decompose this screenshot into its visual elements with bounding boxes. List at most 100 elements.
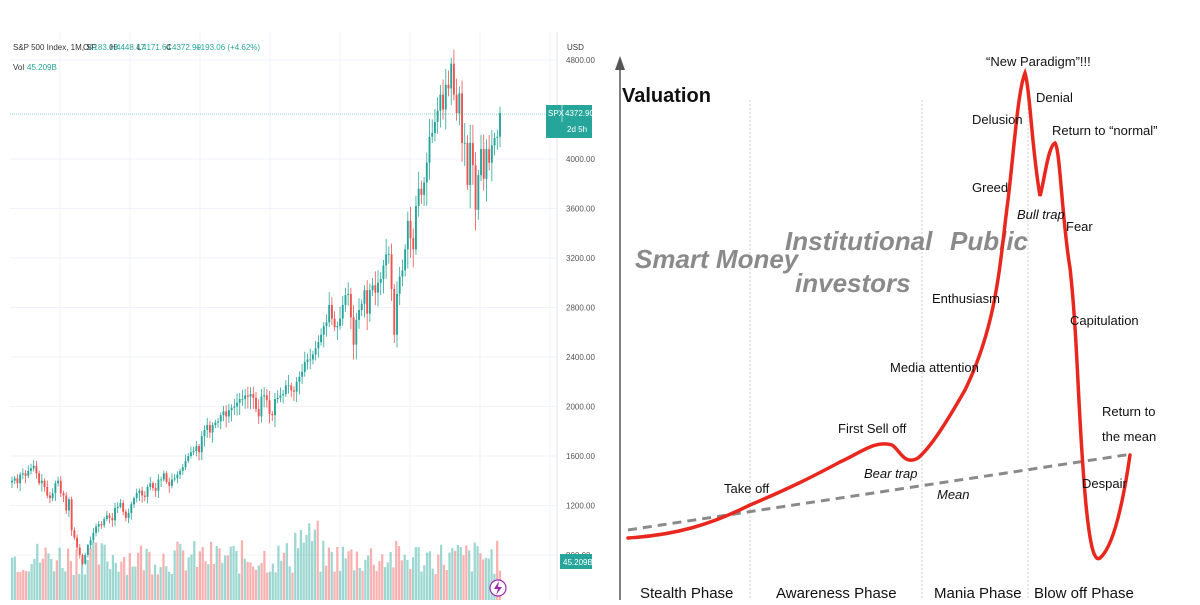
volume-bar — [131, 566, 134, 600]
volume-tag-value: 45.209B — [563, 558, 593, 567]
candle-body — [287, 385, 290, 387]
volume-bar — [487, 558, 490, 600]
volume-bar — [484, 557, 488, 600]
volume-bar — [72, 574, 75, 600]
candle-body — [67, 499, 70, 511]
volume-bar — [92, 541, 95, 600]
candle-body — [73, 530, 76, 538]
candle-body — [43, 480, 46, 487]
volume-bar — [274, 572, 277, 600]
candle-body — [127, 512, 130, 518]
volume-bar — [123, 556, 126, 600]
phase-awareness: Awareness Phase — [776, 585, 897, 600]
volume-bar — [165, 566, 168, 600]
candle-body — [499, 112, 501, 137]
lightning-icon[interactable] — [489, 579, 507, 597]
candle-body — [154, 488, 157, 491]
volume-bar — [465, 545, 468, 600]
volume-bar — [367, 555, 370, 600]
candle-body — [24, 473, 27, 476]
candle-body — [130, 504, 133, 513]
volume-bar — [268, 571, 272, 600]
candle-body — [19, 474, 22, 484]
volume-bar — [159, 567, 162, 600]
candle-body — [206, 425, 209, 431]
candle-body — [415, 206, 417, 250]
volume-bar — [257, 565, 260, 600]
volume-bar — [167, 571, 171, 600]
volume-bar — [333, 571, 336, 600]
phase-mania: Mania Phase — [934, 585, 1022, 600]
volume-bar — [403, 554, 406, 600]
candle-body — [244, 395, 247, 400]
candle-body — [135, 493, 138, 499]
candle-body — [168, 481, 171, 486]
candle-body — [54, 483, 57, 494]
candle-body — [325, 322, 328, 327]
candle-body — [13, 478, 16, 481]
ohlc-open: 4183.03 — [89, 43, 118, 52]
volume-bar — [232, 545, 235, 600]
volume-bar — [52, 571, 56, 600]
price-tick-label: 4800.00 — [566, 56, 595, 65]
candle-body — [76, 537, 79, 548]
candle-body — [358, 309, 360, 320]
candle-body — [374, 285, 377, 293]
candle-body — [293, 390, 295, 392]
candle-body — [149, 483, 152, 487]
volume-bar — [341, 546, 345, 600]
candle-body — [379, 279, 382, 283]
candle-body — [406, 220, 409, 250]
volume-label: Vol — [13, 63, 24, 72]
candle-body — [92, 532, 95, 541]
volume-bar — [224, 555, 227, 600]
volume-bar — [294, 532, 297, 600]
candle-body — [225, 411, 228, 417]
candle-body — [493, 137, 496, 146]
volume-bar — [80, 559, 84, 600]
candle-body — [431, 133, 434, 137]
candle-body — [469, 142, 472, 185]
currency-label: USD — [567, 43, 584, 52]
volume-bar — [339, 570, 342, 600]
candle-body — [160, 479, 163, 481]
volume-bar — [195, 566, 199, 600]
candle-body — [70, 499, 73, 531]
volume-bar — [117, 571, 120, 600]
volume-bar — [330, 551, 333, 600]
candle-body — [133, 498, 135, 505]
candle-body — [447, 84, 450, 89]
candle-body — [103, 519, 106, 526]
candle-body — [393, 288, 396, 335]
candle-body — [111, 517, 114, 521]
candle-body — [233, 406, 236, 408]
candle-body — [377, 282, 379, 293]
group-smart-money: Smart Money — [635, 244, 800, 274]
candle-body — [65, 495, 68, 511]
volume-bar — [190, 554, 193, 600]
volume-bar — [249, 562, 252, 600]
price-tick-label: 2400.00 — [566, 353, 595, 362]
candle-body — [32, 465, 35, 469]
candle-body — [371, 285, 374, 291]
candle-body — [420, 188, 423, 195]
candle-body — [485, 149, 488, 179]
volume-bar — [282, 552, 286, 600]
volume-bar — [38, 562, 42, 600]
candle-body — [208, 425, 211, 433]
volume-bar — [13, 556, 16, 600]
volume-bar — [406, 559, 409, 600]
candle-body — [322, 326, 325, 335]
volume-bar — [97, 564, 101, 600]
volume-bar — [347, 551, 350, 600]
candle-body — [496, 136, 499, 138]
sp500-chart: 4800.00 4000.00 3600.00 3200.00 2800.00 2400.… — [10, 32, 595, 600]
volume-bar — [291, 572, 294, 600]
candle-body — [217, 421, 219, 423]
candle-body — [382, 265, 385, 280]
volume-bars — [10, 520, 502, 600]
candle-body — [108, 515, 111, 518]
volume-bar — [263, 550, 266, 600]
volume-bar — [302, 542, 305, 600]
candle-body — [450, 63, 453, 89]
